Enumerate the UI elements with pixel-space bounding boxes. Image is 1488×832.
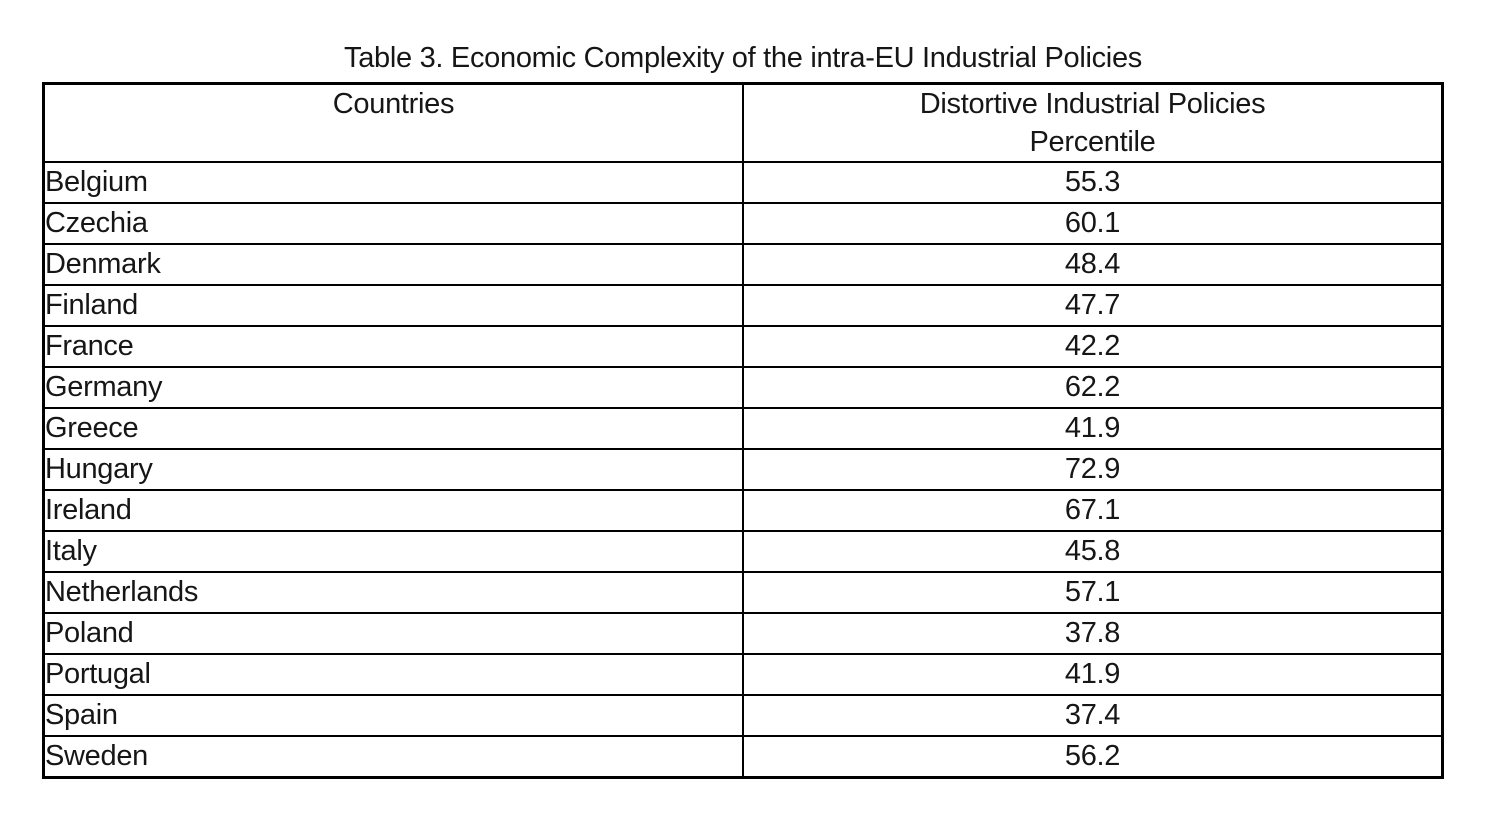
column-header-percentile: Distortive Industrial Policies Percentil…: [742, 82, 1444, 163]
percentile-cell: 45.8: [742, 530, 1444, 573]
percentile-cell: 48.4: [742, 243, 1444, 286]
percentile-cell: 41.9: [742, 407, 1444, 450]
percentile-cell: 67.1: [742, 489, 1444, 532]
table-row: Portugal 41.9: [42, 653, 1444, 696]
table-row: Netherlands 57.1: [42, 571, 1444, 614]
table-row: Denmark 48.4: [42, 243, 1444, 286]
percentile-cell: 57.1: [742, 571, 1444, 614]
policies-table: Countries Distortive Industrial Policies…: [42, 82, 1444, 779]
country-cell: Czechia: [42, 202, 744, 245]
percentile-header-line2: Percentile: [1029, 126, 1156, 158]
table-row: Germany 62.2: [42, 366, 1444, 409]
percentile-cell: 72.9: [742, 448, 1444, 491]
table-row: Finland 47.7: [42, 284, 1444, 327]
country-cell: Italy: [42, 530, 744, 573]
percentile-cell: 62.2: [742, 366, 1444, 409]
table-row: Greece 41.9: [42, 407, 1444, 450]
country-cell: Denmark: [42, 243, 744, 286]
table-row: Sweden 56.2: [42, 735, 1444, 779]
country-cell: Poland: [42, 612, 744, 655]
country-cell: Finland: [42, 284, 744, 327]
country-cell: Greece: [42, 407, 744, 450]
country-cell: Netherlands: [42, 571, 744, 614]
table-row: Czechia 60.1: [42, 202, 1444, 245]
column-header-countries: Countries: [42, 82, 744, 163]
country-cell: Belgium: [42, 161, 744, 204]
header-row: Countries Distortive Industrial Policies…: [42, 82, 1444, 163]
table-row: Italy 45.8: [42, 530, 1444, 573]
table-row: Hungary 72.9: [42, 448, 1444, 491]
percentile-cell: 37.8: [742, 612, 1444, 655]
table-row: Ireland 67.1: [42, 489, 1444, 532]
percentile-cell: 56.2: [742, 735, 1444, 779]
table-title: Table 3. Economic Complexity of the intr…: [344, 42, 1142, 74]
percentile-cell: 41.9: [742, 653, 1444, 696]
percentile-cell: 60.1: [742, 202, 1444, 245]
countries-header-label: Countries: [332, 88, 455, 120]
country-cell: Spain: [42, 694, 744, 737]
country-cell: Hungary: [42, 448, 744, 491]
country-cell: Germany: [42, 366, 744, 409]
country-cell: Sweden: [42, 735, 744, 779]
table-row: France 42.2: [42, 325, 1444, 368]
table-row: Belgium 55.3: [42, 161, 1444, 204]
country-cell: Portugal: [42, 653, 744, 696]
percentile-cell: 47.7: [742, 284, 1444, 327]
country-cell: France: [42, 325, 744, 368]
country-cell: Ireland: [42, 489, 744, 532]
percentile-cell: 55.3: [742, 161, 1444, 204]
table-row: Spain 37.4: [42, 694, 1444, 737]
percentile-cell: 42.2: [742, 325, 1444, 368]
table-row: Poland 37.8: [42, 612, 1444, 655]
percentile-header-line1: Distortive Industrial Policies: [919, 88, 1266, 120]
table-section: Table 3. Economic Complexity of the intr…: [42, 36, 1444, 779]
percentile-cell: 37.4: [742, 694, 1444, 737]
